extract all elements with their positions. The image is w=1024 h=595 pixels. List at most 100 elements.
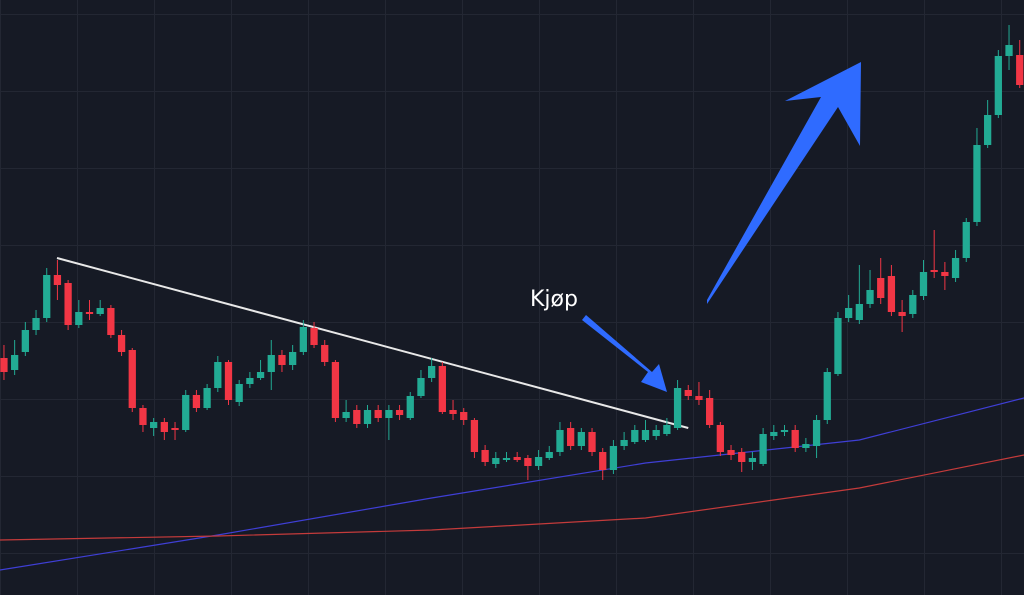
candle-body — [75, 312, 83, 325]
candle-body — [620, 440, 628, 446]
candle-body — [278, 355, 286, 365]
candle-body — [866, 290, 874, 304]
candle-body — [502, 458, 511, 460]
candle-body — [406, 396, 414, 418]
candle-body — [994, 56, 1002, 115]
candle-body — [545, 452, 553, 458]
moving-average — [0, 454, 1024, 541]
candle-body — [898, 312, 906, 316]
candle-body — [117, 335, 126, 352]
arrow — [582, 315, 667, 392]
candle-body — [171, 428, 179, 430]
candle-body — [438, 366, 446, 412]
candle-body — [11, 355, 19, 370]
candle-body — [96, 308, 104, 314]
candle-body — [609, 446, 618, 470]
candle-body — [128, 350, 136, 408]
candle-body — [160, 422, 168, 432]
arrow — [707, 62, 861, 304]
candle-body — [599, 452, 607, 470]
candle-body — [941, 272, 949, 276]
candle-body — [588, 432, 596, 452]
candle-body — [823, 372, 831, 420]
candle-body — [32, 318, 40, 330]
candle-body — [802, 444, 810, 448]
candle-body — [759, 434, 767, 464]
candle-body — [770, 432, 778, 436]
candle-body — [214, 362, 222, 388]
candle-body — [577, 432, 585, 446]
candle-body — [780, 430, 789, 432]
candle-body — [246, 378, 254, 384]
candle-body — [139, 408, 147, 425]
candle-body — [567, 428, 575, 446]
candle-body — [460, 412, 468, 420]
candle-body — [695, 396, 703, 400]
candle-body — [85, 312, 94, 314]
annotation: Kjøp — [530, 287, 578, 312]
candle-body — [267, 355, 275, 372]
candle-body — [43, 275, 51, 318]
candle-body — [716, 425, 724, 452]
candle-body — [727, 450, 735, 455]
candle-body — [417, 378, 425, 396]
candle-body — [962, 222, 970, 258]
candle-body — [64, 283, 72, 325]
candle-body — [21, 330, 29, 352]
candle-body — [641, 430, 650, 440]
candle-body — [470, 420, 479, 452]
candle-body — [192, 395, 201, 408]
candle-body — [812, 420, 821, 446]
candle-body — [374, 410, 382, 418]
candle-body — [342, 412, 350, 418]
candle-body — [428, 366, 436, 378]
candle-body — [887, 276, 896, 312]
candle-body — [984, 115, 992, 145]
trendline — [56, 257, 689, 429]
candle-body — [0, 358, 8, 372]
candle-body — [385, 410, 393, 418]
candle-body — [492, 458, 500, 464]
candle-body — [673, 388, 682, 428]
candle-body — [150, 422, 158, 428]
candle-body — [951, 258, 960, 278]
candle-body — [321, 345, 329, 362]
candle-body — [363, 410, 372, 424]
candle-body — [534, 457, 543, 466]
candle-body — [235, 384, 243, 402]
candle-body — [845, 308, 853, 318]
moving-average — [0, 397, 1024, 571]
candle-body — [395, 410, 404, 415]
candle-body — [310, 328, 318, 345]
candle-body — [1005, 45, 1013, 56]
candle-body — [289, 352, 297, 365]
candle-body — [256, 372, 265, 378]
candle-body — [481, 450, 489, 462]
candle-body — [203, 388, 211, 408]
candle-body — [449, 410, 457, 414]
candle-body — [182, 395, 190, 430]
candle-body — [855, 304, 863, 320]
candle-body — [930, 270, 938, 272]
candle-body — [663, 425, 671, 434]
candle-body — [53, 275, 62, 285]
candle-body — [652, 430, 660, 436]
candle-body — [224, 362, 233, 400]
candle-body — [331, 362, 340, 418]
candle-body — [631, 430, 639, 442]
candle-body — [684, 390, 692, 396]
candle-body — [524, 458, 532, 466]
candle-body — [353, 410, 361, 424]
candle-body — [973, 145, 981, 222]
candle-body — [748, 458, 757, 462]
candle-body — [738, 452, 746, 462]
candle-body — [706, 398, 714, 425]
candle-body — [299, 327, 307, 352]
candle-body — [834, 318, 842, 374]
candle-body — [791, 430, 799, 448]
candle-body — [556, 430, 564, 452]
candle-body — [513, 457, 521, 460]
candle-body — [919, 272, 928, 296]
